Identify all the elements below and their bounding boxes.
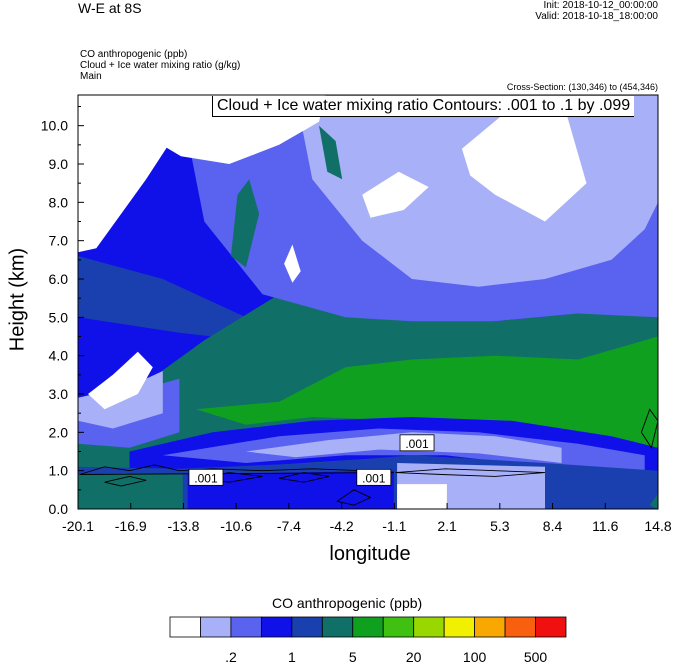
- y-tick-label: 4.0: [49, 348, 69, 364]
- heatmap-region-11: [78, 474, 183, 509]
- variable-label-cloud: Cloud + Ice water mixing ratio (g/kg): [80, 60, 241, 71]
- colorbar-tick-label: 500: [524, 649, 548, 665]
- plot-title: W-E at 8S: [78, 0, 142, 16]
- colorbar-swatch-10: [474, 616, 506, 638]
- heatmap-region-10: [397, 484, 447, 509]
- colorbar-tick-label: 20: [406, 649, 422, 665]
- cloud-contour-6: [640, 408, 658, 449]
- valid-time: Valid: 2018-10-18_18:00:00: [535, 11, 658, 22]
- y-axis-title: Height (km): [6, 247, 29, 352]
- y-tick-label: 0.0: [49, 501, 69, 517]
- colorbar-swatch-1: [200, 616, 232, 638]
- cloud-contour-5: [336, 489, 372, 506]
- variable-label-co: CO anthropogenic (ppb): [80, 49, 188, 60]
- y-tick-label: 1.0: [49, 463, 69, 479]
- colorbar-tick-label: 1: [288, 649, 296, 665]
- heatmap-region-24: [649, 493, 658, 509]
- x-tick-label: -7.4: [277, 518, 301, 534]
- colorbar-tick-label: .2: [225, 649, 237, 665]
- y-tick-label: 3.0: [49, 386, 69, 402]
- colorbar: .2 1 5 20 100 500: [169, 616, 567, 665]
- colorbar-swatch-3: [260, 616, 293, 638]
- heatmap-region-21: [284, 244, 301, 283]
- contour-label-2: .001: [405, 437, 429, 451]
- contour-label-box-2: [399, 434, 435, 452]
- init-time: Init: 2018-10-12_00:00:00: [543, 0, 658, 11]
- x-axis: -20.1 -16.9 -13.8 -10.6 -7.4 -4.2 -1.1 2.1 5.3 8.…: [62, 503, 672, 534]
- colorbar-swatch-12: [535, 616, 567, 638]
- heatmap-region-20: [362, 171, 429, 218]
- colorbar-tick-label: 5: [349, 649, 357, 665]
- colorbar-title: CO anthropogenic (ppb): [272, 595, 423, 611]
- plot-frame: [77, 94, 659, 510]
- cloud-contour-1: [104, 475, 147, 487]
- y-tick-label: 10.0: [41, 118, 68, 134]
- colorbar-swatch-0: [169, 616, 201, 638]
- variable-label-main: Main: [80, 71, 102, 82]
- x-tick-label: 8.4: [543, 518, 563, 534]
- colorbar-tick-label: 100: [463, 649, 487, 665]
- heatmap-region-19: [461, 114, 587, 222]
- colorbar-swatch-6: [352, 616, 384, 638]
- y-tick-label: 9.0: [49, 156, 69, 172]
- x-tick-label: 11.6: [592, 518, 618, 534]
- contour-labels: .001 .001 .001: [188, 434, 435, 486]
- x-tick-label: 14.8: [644, 518, 671, 534]
- y-tick-label: 5.0: [49, 309, 69, 325]
- co-filled-contours: [78, 95, 658, 509]
- heatmap-region-3: [196, 336, 658, 452]
- heatmap-region-14: [88, 351, 153, 410]
- colorbar-swatch-7: [382, 616, 415, 638]
- x-tick-label: 2.1: [437, 518, 457, 534]
- colorbar-swatch-2: [230, 616, 262, 638]
- cloud-contour-4: [395, 468, 546, 477]
- x-axis-title: longitude: [329, 543, 411, 565]
- x-tick-label: -1.1: [382, 518, 406, 534]
- x-tick-label: -4.2: [330, 518, 354, 534]
- x-tick-label: -20.1: [62, 518, 94, 534]
- contour-label-box-0: [188, 468, 224, 486]
- y-axis: 0.0 1.0 2.0 3.0 4.0 5.0 6.0 7.0 8.0 9.0 10.0: [41, 106, 84, 517]
- colorbar-swatch-4: [291, 616, 323, 638]
- contour-title: Cloud + Ice water mixing ratio Contours:…: [217, 97, 631, 114]
- y-tick-label: 8.0: [49, 194, 69, 210]
- x-tick-label: -13.8: [167, 518, 199, 534]
- heatmap-region-23: [230, 179, 260, 268]
- colorbar-swatch-8: [413, 616, 445, 638]
- colorbar-swatch-11: [504, 616, 536, 638]
- colorbar-swatch-5: [321, 616, 354, 638]
- cross-section-label: Cross-Section: (130,346) to (454,346): [506, 82, 658, 92]
- contour-info-box: Cloud + Ice water mixing ratio Contours:…: [212, 96, 635, 117]
- x-tick-label: -16.9: [115, 518, 147, 534]
- y-tick-label: 6.0: [49, 271, 69, 287]
- cloud-contour-3: [278, 472, 330, 483]
- contour-label-0: .001: [194, 471, 218, 485]
- y-tick-label: 2.0: [49, 424, 69, 440]
- contour-label-box-1: [356, 468, 392, 486]
- contour-label-1: .001: [362, 471, 386, 485]
- x-tick-label: -10.6: [220, 518, 252, 534]
- colorbar-swatch-9: [443, 616, 476, 638]
- x-tick-label: 5.3: [490, 518, 510, 534]
- heatmap-region-22: [319, 125, 343, 180]
- y-tick-label: 7.0: [49, 233, 69, 249]
